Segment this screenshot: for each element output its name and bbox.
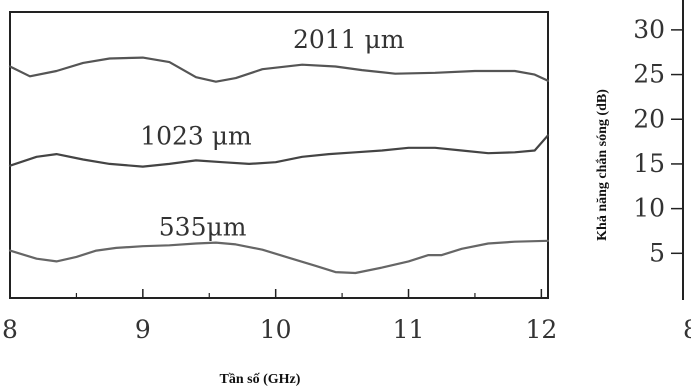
series-label-1: 1023 μm — [140, 121, 252, 150]
series-line-2 — [8, 239, 550, 275]
series-label-0: 2011 μm — [293, 25, 405, 54]
y-tick-label: 25 — [633, 60, 665, 89]
y-tick-label: 15 — [633, 149, 665, 178]
x-tick-label: 10 — [260, 315, 292, 344]
y-tick-label: 10 — [633, 194, 665, 223]
x-tick-label: 9 — [135, 315, 151, 344]
x-axis-title: Tần số (GHz) — [220, 372, 301, 387]
x-tick-label: 8 — [2, 315, 18, 344]
y-tick-label: 20 — [633, 104, 665, 133]
y-tick-label: 30 — [633, 15, 665, 44]
right-x-tick-label: 8 — [683, 315, 691, 344]
x-tick-label: 12 — [525, 315, 557, 344]
main-plot-panel: 8 9 10 11 12 2011 μm 1023 μm 535μm — [2, 11, 557, 344]
y-axis-title: Khả năng chắn sóng (dB) — [595, 89, 610, 241]
x-tick-label: 11 — [393, 315, 425, 344]
y-tick-label: 5 — [649, 238, 665, 267]
right-plot-panel: 30 25 20 15 10 5 8 — [633, 0, 691, 344]
series-line-0 — [8, 56, 550, 83]
series-label-2: 535μm — [159, 212, 247, 241]
plot-frame — [9, 11, 549, 299]
series-line-1 — [8, 134, 550, 168]
